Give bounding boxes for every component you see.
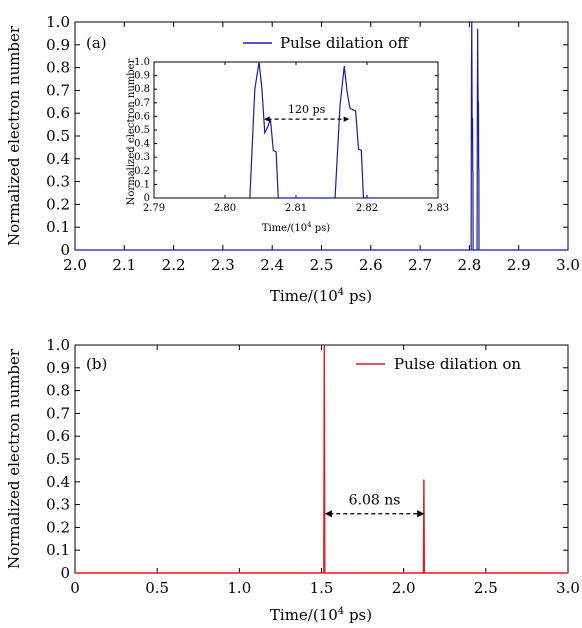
a-ytick-label-9: 0.9	[46, 36, 70, 54]
b-xtick-label-0: 0	[70, 579, 80, 597]
inset-ticks	[153, 61, 439, 199]
a-ytick-label-5: 0.5	[46, 127, 70, 145]
b-ytick-label-5: 0.5	[46, 450, 70, 468]
i-xtick-label-0: 2.79	[143, 203, 165, 214]
b-ytick-label-1: 0.1	[46, 541, 70, 559]
panel-b-label: (b)	[86, 355, 107, 373]
panel-a-inset: 0 0.1 0.2 0.3 0.4 0.5 0.6 0.7 0.8 0.9 1.0 2.79 2.80…	[126, 57, 449, 234]
a-xtick-label-4: 2.4	[260, 256, 284, 274]
panel-a-x-axis-label: Time/(104 ps)	[270, 287, 372, 305]
panel-a-legend-label: Pulse dilation off	[280, 34, 409, 52]
b-ytick-label-2: 0.2	[46, 518, 70, 536]
inset-arrow-head-left	[264, 116, 270, 122]
b-ytick-label-4: 0.4	[46, 473, 70, 491]
panel-b-legend: Pulse dilation on	[356, 355, 521, 373]
panel-a-x-tick-labels: 2.0 2.1 2.2 2.3 2.4 2.5 2.6 2.7 2.8 2.9 3.0	[63, 256, 580, 274]
b-xtick-label-4: 2.0	[392, 579, 416, 597]
inset-interval-label: 120 ps	[288, 103, 326, 116]
b-ytick-label-7: 0.7	[46, 404, 70, 422]
a-xtick-label-2: 2.2	[162, 256, 186, 274]
a-xtick-label-0: 2.0	[63, 256, 87, 274]
i-ytick-label-8: 0.8	[134, 84, 150, 95]
inset-interval-arrow	[264, 116, 350, 122]
panel-a: 00.10.20.30.40.50.60.70.80.91.0 2.0 2.1 2.…	[5, 13, 580, 305]
i-ytick-label-6: 0.6	[134, 111, 150, 122]
b-xtick-label-3: 1.5	[310, 579, 334, 597]
a-ytick-label-4: 0.4	[46, 150, 70, 168]
i-ytick-label-3: 0.3	[134, 152, 150, 163]
inset-y-axis-label: Normalized electron number	[126, 58, 137, 205]
panel-b-interval-arrow	[324, 510, 425, 518]
i-xtick-label-2: 2.81	[285, 203, 307, 214]
panel-a-label: (a)	[86, 34, 107, 52]
inset-background	[154, 62, 438, 198]
b-xtick-label-6: 3.0	[556, 579, 580, 597]
panel-b-y-tick-labels: 0 0.1 0.2 0.3 0.4 0.5 0.6 0.7 0.8 0.9 1.0	[46, 336, 70, 582]
inset-series-line	[249, 61, 375, 199]
i-ytick-label-10: 1.0	[134, 57, 150, 68]
i-ytick-label-7: 0.7	[134, 98, 150, 109]
a-xtick-label-9: 2.9	[507, 256, 531, 274]
b-ytick-label-6: 0.6	[46, 427, 70, 445]
panel-b: 0 0.1 0.2 0.3 0.4 0.5 0.6 0.7 0.8 0.9 1.0 0 0.5 1.0 1…	[5, 336, 580, 624]
a-ytick-label-0: 0	[60, 241, 70, 259]
panel-b-y-axis-label: Normalized electron number	[5, 348, 23, 569]
i-ytick-label-5: 0.5	[134, 125, 150, 136]
a-xtick-label-3: 2.3	[211, 256, 235, 274]
panel-b-x-tick-labels: 0 0.5 1.0 1.5 2.0 2.5 3.0	[70, 579, 580, 597]
i-ytick-label-2: 0.2	[134, 166, 150, 177]
b-ytick-label-10: 1.0	[46, 336, 70, 354]
b-xtick-label-5: 2.5	[474, 579, 498, 597]
a-ytick-label-10: 1.0	[46, 13, 70, 31]
a-ytick-label-3: 0.3	[46, 173, 70, 191]
b-ytick-label-9: 0.9	[46, 359, 70, 377]
panel-a-y-tick-labels: 0 0.1 0.2 0.3 0.4 0.5 0.6 0.7 0.8 0.9 1.0	[46, 13, 70, 259]
b-ytick-label-3: 0.3	[46, 496, 70, 514]
panel-b-x-axis-label: Time/(104 ps)	[270, 606, 372, 624]
panel-b-arrow-head-right	[417, 510, 425, 518]
i-ytick-label-9: 0.9	[134, 71, 150, 82]
i-ytick-label-1: 0.1	[134, 179, 150, 190]
panel-b-interval-label: 6.08 ns	[349, 493, 401, 509]
i-xtick-label-3: 2.82	[356, 203, 378, 214]
i-xtick-label-1: 2.80	[214, 203, 236, 214]
a-ytick-label-7: 0.7	[46, 81, 70, 99]
a-xtick-label-1: 2.1	[112, 256, 136, 274]
inset-arrow-head-right	[343, 116, 350, 122]
a-xtick-label-8: 2.8	[457, 256, 481, 274]
a-xtick-label-10: 3.0	[556, 256, 580, 274]
i-ytick-label-4: 0.4	[134, 139, 150, 150]
b-ytick-label-0: 0	[60, 564, 70, 582]
panel-b-ticks	[74, 344, 569, 574]
inset-y-tick-labels: 0 0.1 0.2 0.3 0.4 0.5 0.6 0.7 0.8 0.9 1.0	[134, 57, 150, 204]
i-xtick-label-4: 2.83	[427, 203, 449, 214]
inset-x-tick-labels: 2.79 2.80 2.81 2.82 2.83	[143, 203, 449, 214]
panel-a-series-line	[75, 21, 568, 251]
panel-b-arrow-head-left	[324, 510, 332, 518]
panel-a-ticks	[74, 21, 569, 251]
inset-x-axis-label: Time/(104 ps)	[262, 221, 330, 234]
a-ytick-label-1: 0.1	[46, 218, 70, 236]
a-ytick-label-2: 0.2	[46, 195, 70, 213]
panel-b-series-line	[75, 344, 568, 574]
i-ytick-label-0: 0	[144, 193, 150, 204]
b-xtick-label-1: 0.5	[145, 579, 169, 597]
panel-b-legend-label: Pulse dilation on	[394, 355, 521, 373]
a-xtick-label-5: 2.5	[310, 256, 334, 274]
a-xtick-label-7: 2.7	[408, 256, 432, 274]
panel-a-legend: Pulse dilation off	[243, 34, 409, 52]
b-xtick-label-2: 1.0	[227, 579, 251, 597]
a-xtick-label-6: 2.6	[359, 256, 383, 274]
a-ytick-label-6: 0.6	[46, 104, 70, 122]
panel-a-y-axis-label: Normalized electron number	[5, 25, 23, 246]
a-ytick-label-8: 0.8	[46, 59, 70, 77]
panel-b-frame	[74, 344, 569, 574]
b-ytick-label-8: 0.8	[46, 382, 70, 400]
